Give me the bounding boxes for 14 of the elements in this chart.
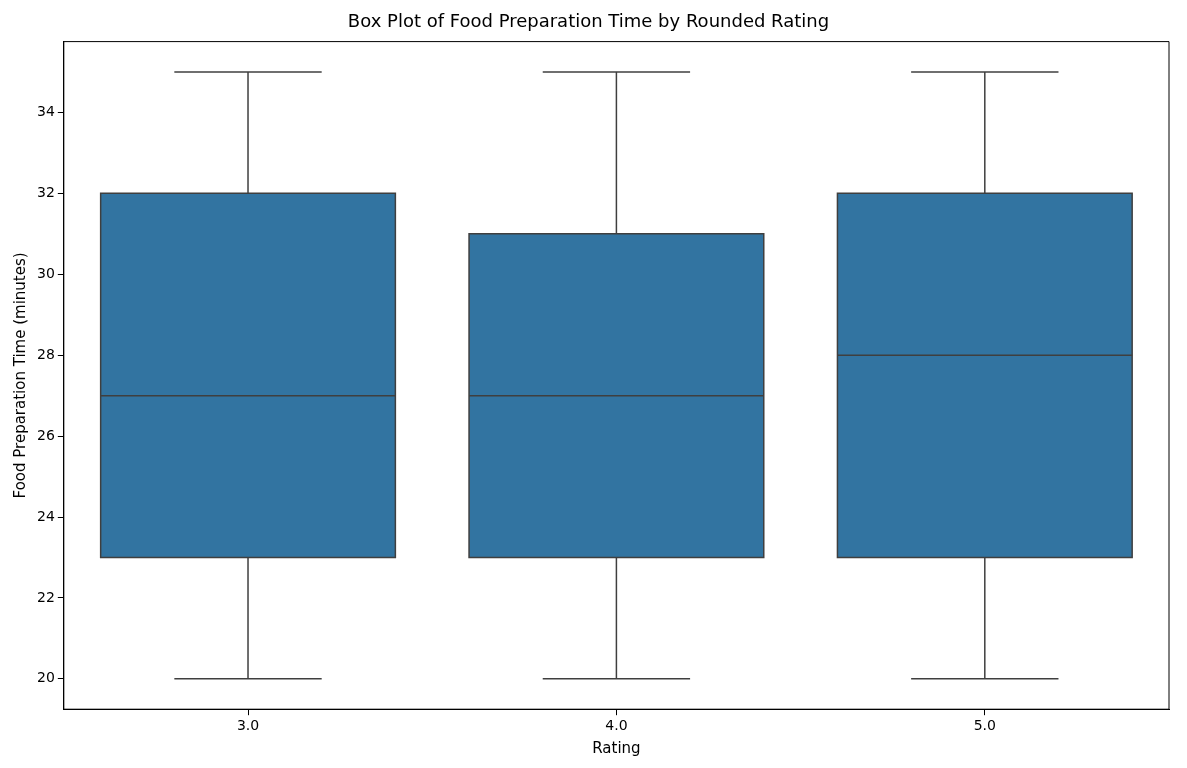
- y-tick-label: 30: [36, 264, 55, 281]
- y-tick-label: 28: [36, 345, 55, 362]
- y-tick-label: 22: [36, 588, 55, 605]
- y-axis-title: Food Preparation Time (minutes): [10, 252, 29, 499]
- y-tick-label: 26: [36, 426, 55, 443]
- x-tick-label: 3.0: [236, 717, 260, 734]
- chart-title: Box Plot of Food Preparation Time by Rounded Rating: [347, 10, 830, 32]
- y-tick-label: 20: [36, 669, 55, 686]
- y-tick-label: 34: [36, 103, 55, 120]
- y-tick-label: 32: [36, 183, 55, 200]
- x-tick-label: 5.0: [973, 717, 996, 734]
- x-axis-title: Rating: [592, 738, 641, 757]
- y-tick-label: 24: [36, 507, 55, 524]
- x-tick-label: 4.0: [605, 717, 628, 734]
